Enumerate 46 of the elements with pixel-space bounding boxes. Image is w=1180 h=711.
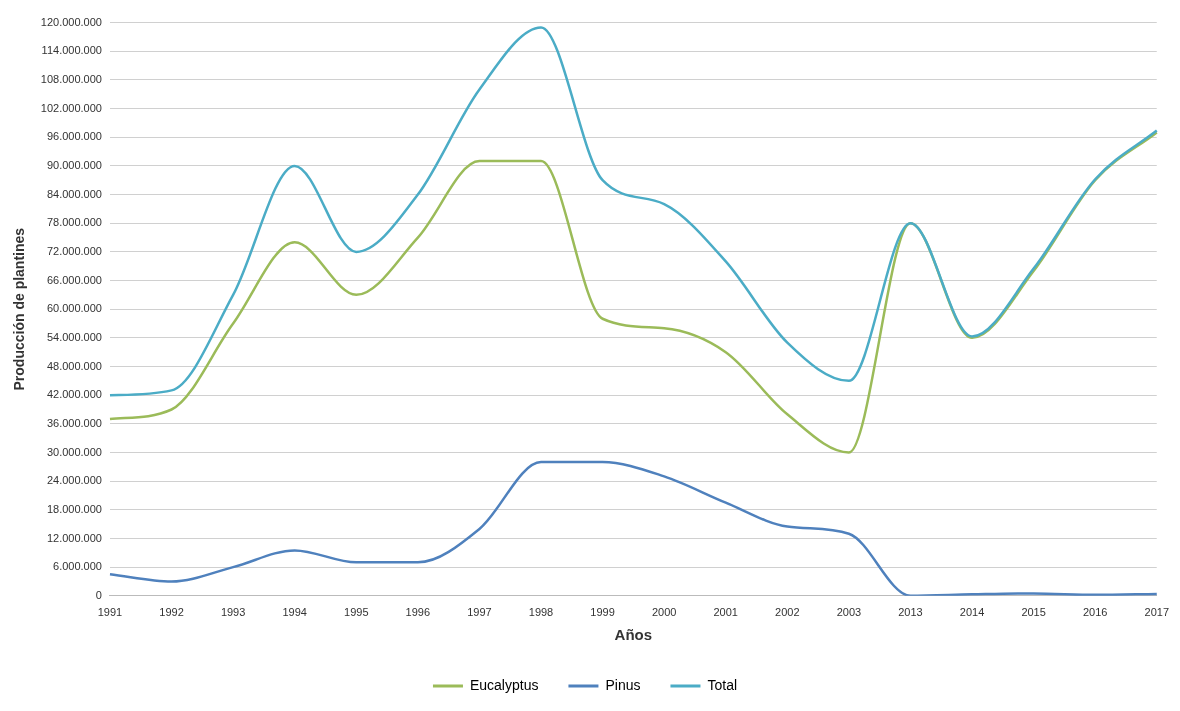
x-tick-label: 1996 bbox=[405, 606, 431, 619]
y-tick-label: 24.000.000 bbox=[46, 474, 102, 487]
y-tick-label: 114.000.000 bbox=[41, 44, 102, 57]
legend-label: Pinus bbox=[605, 676, 641, 693]
y-tick-label: 66.000.000 bbox=[46, 273, 102, 286]
y-axis-title: Producción de plantines bbox=[11, 227, 28, 391]
y-tick-label: 108.000.000 bbox=[40, 72, 102, 85]
legend-label: Eucalyptus bbox=[469, 676, 539, 693]
y-tick-label: 96.000.000 bbox=[46, 130, 102, 143]
y-tick-label: 42.000.000 bbox=[46, 388, 102, 401]
x-tick-label: 2016 bbox=[1082, 606, 1108, 619]
y-tick-label: 18.000.000 bbox=[46, 502, 102, 515]
y-tick-label: 6.000.000 bbox=[53, 560, 102, 573]
x-tick-label: 2013 bbox=[898, 606, 923, 619]
x-tick-label: 2001 bbox=[713, 606, 738, 619]
y-tick-label: 36.000.000 bbox=[46, 416, 102, 429]
x-tick-label: 2017 bbox=[1144, 606, 1170, 619]
x-tick-label: 1991 bbox=[97, 606, 123, 619]
y-tick-label: 48.000.000 bbox=[46, 359, 102, 372]
x-tick-label: 1998 bbox=[528, 606, 554, 619]
y-tick-label: 84.000.000 bbox=[46, 187, 102, 200]
y-tick-label: 78.000.000 bbox=[46, 216, 102, 229]
y-tick-label: 30.000.000 bbox=[46, 445, 102, 458]
x-tick-label: 2003 bbox=[836, 606, 862, 619]
y-tick-label: 60.000.000 bbox=[46, 302, 102, 315]
y-tick-label: 102.000.000 bbox=[40, 101, 102, 114]
y-tick-label: 54.000.000 bbox=[46, 330, 102, 343]
x-tick-label: 2000 bbox=[651, 606, 677, 619]
x-tick-label: 2014 bbox=[959, 606, 985, 619]
x-tick-label: 2015 bbox=[1021, 606, 1046, 619]
x-tick-label: 1997 bbox=[467, 606, 492, 619]
x-tick-label: 1995 bbox=[344, 606, 369, 619]
x-tick-label: 2002 bbox=[775, 606, 800, 619]
y-tick-label: 0 bbox=[95, 588, 102, 601]
y-tick-label: 120.000.000 bbox=[40, 15, 102, 28]
y-tick-label: 90.000.000 bbox=[46, 158, 102, 171]
x-axis-title: Años bbox=[614, 626, 653, 644]
x-tick-label: 1993 bbox=[220, 606, 246, 619]
y-tick-label: 12.000.000 bbox=[46, 531, 102, 544]
x-tick-label: 1999 bbox=[590, 606, 615, 619]
line-series bbox=[108, 460, 1159, 596]
x-tick-label: 1992 bbox=[159, 606, 184, 619]
legend-label: Total bbox=[707, 676, 738, 693]
x-tick-label: 1994 bbox=[282, 606, 307, 619]
line-series bbox=[108, 26, 1159, 397]
y-tick-label: 72.000.000 bbox=[46, 244, 102, 257]
